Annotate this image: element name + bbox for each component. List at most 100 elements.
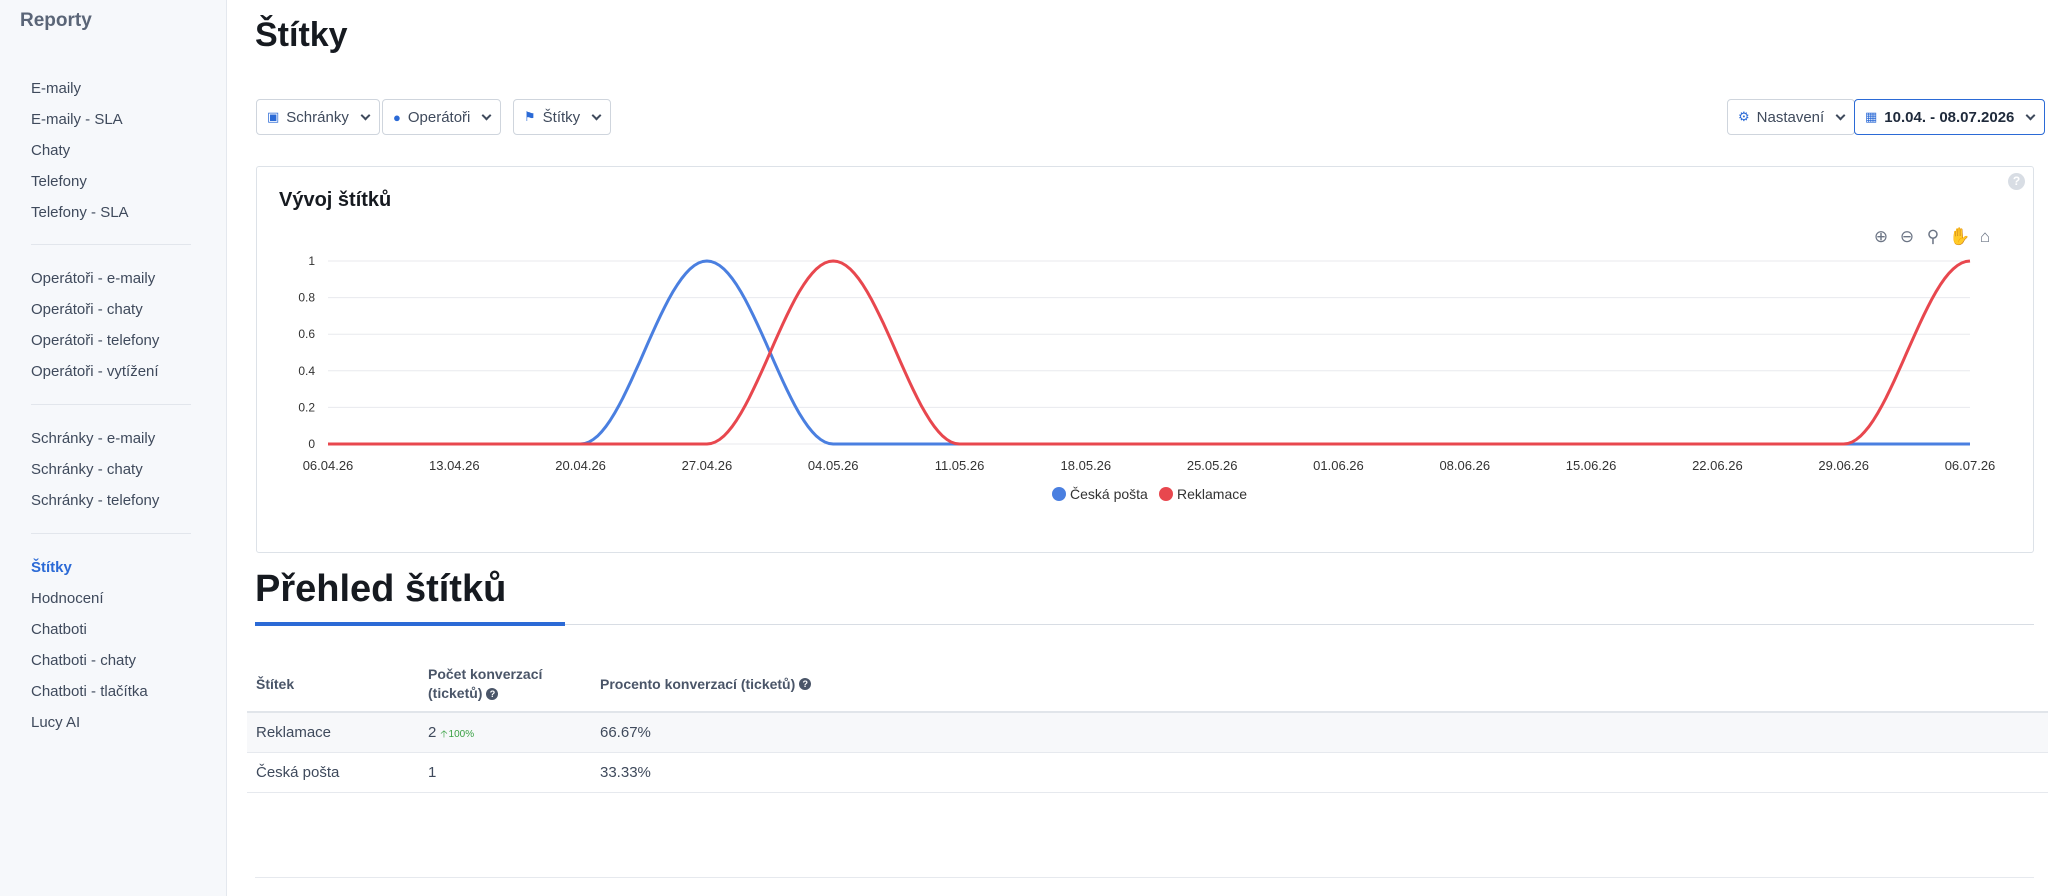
table-row: Česká pošta 1 33.33% <box>247 753 2048 793</box>
gear-icon: ⚙ <box>1738 109 1750 124</box>
sidebar-divider <box>31 533 191 534</box>
question-circle-icon[interactable]: ? <box>799 678 812 690</box>
sidebar-item-chatbots-chats[interactable]: Chatboti - chaty <box>31 652 137 669</box>
cell-percent: 33.33% <box>600 764 651 781</box>
operators-filter-button[interactable]: ● Operátoři <box>382 99 502 135</box>
date-range-picker[interactable]: ▦ 10.04. - 08.07.2026 <box>1854 99 2046 135</box>
series-line-reklamace <box>328 259 1971 446</box>
tags-filter-button[interactable]: ⚑ Štítky <box>513 99 612 135</box>
chevron-down-icon <box>2025 110 2036 120</box>
calendar-icon: ▦ <box>1865 109 1878 124</box>
cell-tag: Reklamace <box>256 724 332 741</box>
pan-hand-icon[interactable]: ✋ <box>1949 227 1971 246</box>
sidebar-item-mailboxes-chats[interactable]: Schránky - chaty <box>31 461 143 478</box>
chevron-down-icon <box>481 110 492 120</box>
line-chart: 0 0.2 0.4 0.6 0.8 1 06.04.26 13.04.26 20.04.26 27… <box>298 254 1996 502</box>
cell-percent: 66.67% <box>600 724 651 741</box>
sidebar-item-phones[interactable]: Telefony <box>31 173 87 190</box>
main-content: Štítky ▣ Schránky ● Operátoři ⚑ Štítky ⚙… <box>227 0 2048 896</box>
section-divider <box>255 624 2034 625</box>
mailboxes-filter-label: Schránky <box>286 108 349 126</box>
chevron-down-icon <box>360 110 371 120</box>
legend-label: Česká pošta <box>1070 486 1148 502</box>
column-header-tag: Štítek <box>256 655 294 713</box>
zoom-out-icon[interactable]: ⊖ <box>1899 227 1915 246</box>
x-tick-label: 18.05.26 <box>1061 458 1112 473</box>
sidebar-divider <box>31 244 191 245</box>
operators-filter-label: Operátoři <box>407 108 471 126</box>
sidebar-item-tags[interactable]: Štítky <box>31 559 72 576</box>
nav-group-other: Štítky Hodnocení Chatboti Chatboti - cha… <box>0 552 227 738</box>
table-bottom-divider <box>255 877 2034 878</box>
x-tick-label: 11.05.26 <box>935 458 985 473</box>
zoom-selection-icon[interactable]: ⚲ <box>1926 227 1940 246</box>
cell-count: 2 🡡100% <box>428 713 474 753</box>
x-tick-label: 06.07.26 <box>1945 458 1996 473</box>
chevron-down-icon <box>1835 110 1846 120</box>
legend-marker <box>1052 487 1066 501</box>
column-header-percent-label: Procento konverzací (ticketů) <box>600 675 796 692</box>
table-row: Reklamace 2 🡡100% 66.67% <box>247 713 2048 753</box>
trend-percent: 100% <box>448 729 475 740</box>
y-tick-label: 0.6 <box>298 327 315 341</box>
sidebar-item-operators-emails[interactable]: Operátoři - e-maily <box>31 270 156 287</box>
sidebar-item-operators-load[interactable]: Operátoři - vytížení <box>31 363 159 380</box>
nav-group-channels: E-maily E-maily - SLA Chaty Telefony Tel… <box>0 73 227 228</box>
sidebar-item-chatbots-buttons[interactable]: Chatboti - tlačítka <box>31 683 148 700</box>
home-reset-icon[interactable]: ⌂ <box>1979 227 1991 246</box>
legend-marker <box>1159 487 1173 501</box>
chevron-down-icon <box>591 110 602 120</box>
table-header: Štítek Počet konverzací (ticketů)? Proce… <box>247 655 2048 713</box>
sidebar-item-lucy-ai[interactable]: Lucy AI <box>31 714 81 731</box>
user-icon: ● <box>393 109 401 125</box>
date-range-label: 10.04. - 08.07.2026 <box>1884 108 2015 126</box>
nav-group-operators: Operátoři - e-maily Operátoři - chaty Op… <box>0 263 227 387</box>
help-icon[interactable]: ? <box>2008 173 2025 190</box>
sidebar-item-phones-sla[interactable]: Telefony - SLA <box>31 204 129 221</box>
legend-label: Reklamace <box>1177 486 1247 502</box>
sidebar-item-ratings[interactable]: Hodnocení <box>31 590 104 607</box>
sidebar-title: Reporty <box>20 10 92 31</box>
active-tab-indicator <box>255 622 565 626</box>
chart-toolbar: ⊕ ⊖ ⚲ ✋ ⌂ <box>1871 227 1995 247</box>
sidebar-item-emails-sla[interactable]: E-maily - SLA <box>31 111 123 128</box>
sidebar: Reporty E-maily E-maily - SLA Chaty Tele… <box>0 0 227 896</box>
inbox-icon: ▣ <box>267 109 280 124</box>
y-tick-label: 0.2 <box>298 400 315 414</box>
cell-count: 1 <box>428 764 437 781</box>
y-tick-label: 0 <box>308 437 315 451</box>
x-tick-label: 08.06.26 <box>1439 458 1490 473</box>
sidebar-item-mailboxes-emails[interactable]: Schránky - e-maily <box>31 430 156 447</box>
x-tick-label: 04.05.26 <box>808 458 859 473</box>
sidebar-item-operators-chats[interactable]: Operátoři - chaty <box>31 301 143 318</box>
zoom-in-icon[interactable]: ⊕ <box>1873 227 1889 246</box>
chart-card: Vývoj štítků ? ⊕ ⊖ ⚲ ✋ ⌂ 0 0.2 0.4 0.6 0.8 1 0… <box>256 166 2034 553</box>
x-tick-label: 20.04.26 <box>555 458 606 473</box>
sidebar-divider <box>31 404 191 405</box>
x-tick-label: 27.04.26 <box>682 458 733 473</box>
nav-group-mailboxes: Schránky - e-maily Schránky - chaty Schr… <box>0 423 227 516</box>
cell-count-value: 2 <box>428 724 437 741</box>
x-tick-label: 01.06.26 <box>1313 458 1364 473</box>
sidebar-item-chats[interactable]: Chaty <box>31 142 71 159</box>
sidebar-item-chatbots[interactable]: Chatboti <box>31 621 87 638</box>
question-circle-icon[interactable]: ? <box>486 688 499 701</box>
x-tick-label: 29.06.26 <box>1818 458 1869 473</box>
chart-title: Vývoj štítků <box>279 189 392 211</box>
sidebar-item-emails[interactable]: E-maily <box>31 80 82 97</box>
cell-tag: Česká pošta <box>256 764 340 781</box>
tags-icon: ⚑ <box>524 109 536 124</box>
trend-up-icon: 🡡 <box>440 729 448 740</box>
sidebar-item-operators-phones[interactable]: Operátoři - telefony <box>31 332 160 349</box>
column-header-tag-label: Štítek <box>256 675 295 692</box>
y-tick-label: 0.8 <box>298 291 315 305</box>
settings-button[interactable]: ⚙ Nastavení <box>1727 99 1856 135</box>
settings-label: Nastavení <box>1756 108 1825 126</box>
column-header-percent: Procento konverzací (ticketů)? <box>600 655 812 713</box>
mailboxes-filter-button[interactable]: ▣ Schránky <box>256 99 380 135</box>
tags-table: Štítek Počet konverzací (ticketů)? Proce… <box>247 655 2048 793</box>
sidebar-item-mailboxes-phones[interactable]: Schránky - telefony <box>31 492 160 509</box>
x-tick-label: 25.05.26 <box>1187 458 1238 473</box>
series-line-česká-pošta <box>328 259 1970 446</box>
overview-title: Přehled štítků <box>255 568 507 610</box>
